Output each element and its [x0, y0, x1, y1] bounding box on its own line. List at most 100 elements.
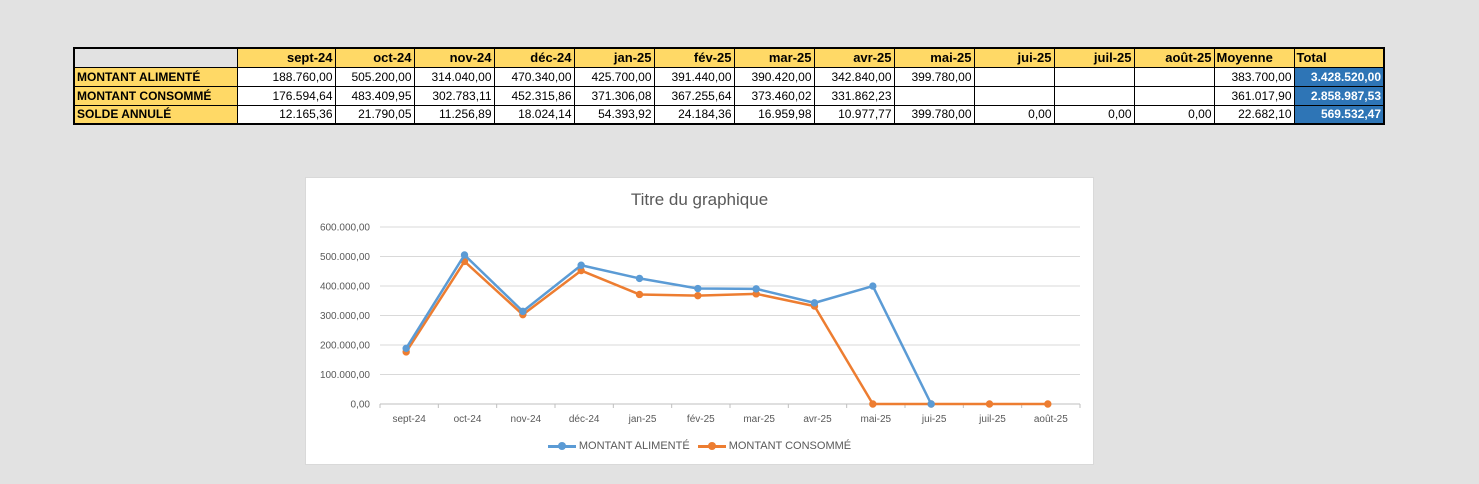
row-label[interactable]: MONTANT ALIMENTÉ: [73, 66, 238, 87]
y-tick-label: 0,00: [351, 400, 371, 411]
column-header[interactable]: juil-25: [1053, 47, 1135, 68]
y-tick-label: 400.000,00: [320, 282, 370, 293]
table-cell[interactable]: [893, 85, 975, 106]
column-header[interactable]: sept-24: [236, 47, 336, 68]
x-tick-label: juil-25: [978, 414, 1006, 425]
row-label[interactable]: SOLDE ANNULÉ: [73, 104, 238, 125]
column-header[interactable]: mai-25: [893, 47, 975, 68]
line-chart[interactable]: Titre du graphique 0,00 100.000,00 200.000…: [305, 177, 1094, 465]
summary-table: sept-24 oct-24 nov-24 déc-24 jan-25 fév-25 mar…: [73, 47, 1385, 125]
data-point: [577, 261, 585, 269]
table-cell[interactable]: [1053, 66, 1135, 87]
table-cell[interactable]: 399.780,00: [893, 66, 975, 87]
y-tick-label: 200.000,00: [320, 341, 370, 352]
column-header[interactable]: déc-24: [493, 47, 575, 68]
table-cell[interactable]: 21.790,05: [334, 104, 415, 125]
y-tick-label: 100.000,00: [320, 370, 370, 381]
data-point: [460, 251, 469, 259]
table-cell[interactable]: 0,00: [1133, 104, 1215, 125]
data-point: [519, 307, 527, 316]
data-point: [694, 284, 702, 293]
x-tick-label: jui-25: [921, 414, 947, 425]
data-point: [927, 400, 935, 408]
column-header[interactable]: Moyenne: [1213, 47, 1295, 68]
table-cell[interactable]: 12.165,36: [236, 104, 336, 125]
table-cell[interactable]: 11.256,89: [413, 104, 495, 125]
table-cell[interactable]: 314.040,00: [413, 66, 495, 87]
total-cell[interactable]: 2.858.987,53: [1293, 85, 1385, 106]
column-header[interactable]: avr-25: [813, 47, 895, 68]
series-line: [405, 253, 933, 405]
legend-marker-icon: [697, 441, 726, 451]
row-label[interactable]: MONTANT CONSOMMÉ: [73, 85, 238, 106]
legend-marker-icon: [547, 441, 576, 451]
table-cell[interactable]: 331.862,23: [813, 85, 895, 106]
x-tick-label: oct-24: [454, 414, 482, 425]
table-cell[interactable]: 452.315,86: [493, 85, 575, 106]
column-header[interactable]: jui-25: [973, 47, 1055, 68]
column-header[interactable]: mar-25: [733, 47, 815, 68]
table-cell[interactable]: 399.780,00: [893, 104, 975, 125]
column-header[interactable]: août-25: [1133, 47, 1215, 68]
data-point: [810, 299, 819, 307]
table-cell[interactable]: 483.409,95: [334, 85, 415, 106]
total-cell[interactable]: 3.428.520,00: [1293, 66, 1385, 87]
table-cell[interactable]: 342.840,00: [813, 66, 895, 87]
table-cell[interactable]: 0,00: [1053, 104, 1135, 125]
total-cell[interactable]: 569.532,47: [1293, 104, 1385, 125]
data-point: [1044, 400, 1052, 408]
table-cell[interactable]: 391.440,00: [653, 66, 735, 87]
table-row: MONTANT CONSOMMÉ 176.594,64 483.409,95 302.…: [73, 85, 1385, 106]
table-cell[interactable]: [973, 85, 1055, 106]
chart-title: Titre du graphique: [630, 190, 769, 209]
y-tick-label: 300.000,00: [320, 311, 370, 322]
data-point: [635, 290, 644, 299]
table-cell[interactable]: 383.700,00: [1213, 66, 1295, 87]
table-cell[interactable]: [1133, 66, 1215, 87]
table-row: SOLDE ANNULÉ 12.165,36 21.790,05 11.256,89 1…: [73, 104, 1385, 125]
table-cell[interactable]: 188.760,00: [236, 66, 336, 87]
table-cell[interactable]: 176.594,64: [236, 85, 336, 106]
data-point: [869, 400, 877, 408]
table-cell[interactable]: 302.783,11: [413, 85, 495, 106]
y-tick-label: 600.000,00: [320, 223, 370, 234]
data-point: [985, 400, 994, 408]
column-header[interactable]: jan-25: [573, 47, 655, 68]
table-cell[interactable]: [1133, 85, 1215, 106]
table-cell[interactable]: [973, 66, 1055, 87]
table-cell[interactable]: 54.393,92: [573, 104, 655, 125]
column-header[interactable]: fév-25: [653, 47, 735, 68]
table-cell[interactable]: 470.340,00: [493, 66, 575, 87]
x-tick-label: avr-25: [803, 414, 832, 425]
table-cell[interactable]: 0,00: [973, 104, 1055, 125]
x-tick-label: août-25: [1034, 414, 1068, 425]
table-cell[interactable]: 10.977,77: [813, 104, 895, 125]
table-cell[interactable]: [1053, 85, 1135, 106]
table-corner: [74, 48, 238, 68]
table-cell[interactable]: 16.959,98: [733, 104, 815, 125]
column-header[interactable]: nov-24: [413, 47, 495, 68]
table-cell[interactable]: 361.017,90: [1213, 85, 1295, 106]
table-cell[interactable]: 18.024,14: [493, 104, 575, 125]
table-cell[interactable]: 390.420,00: [733, 66, 815, 87]
table-cell[interactable]: 371.306,08: [573, 85, 655, 106]
table-cell[interactable]: 367.255,64: [653, 85, 735, 106]
legend-label: MONTANT ALIMENTÉ: [578, 440, 690, 452]
x-tick-label: sept-24: [392, 414, 426, 425]
y-tick-label: 500.000,00: [320, 252, 370, 263]
chart-plot: 0,00 100.000,00 200.000,00 300.000,00 400.00…: [320, 223, 1081, 425]
table-row: MONTANT ALIMENTÉ 188.760,00 505.200,00 314.…: [73, 66, 1385, 87]
column-header[interactable]: Total: [1293, 47, 1385, 68]
data-point: [752, 285, 760, 293]
data-point: [869, 282, 877, 290]
table-cell[interactable]: 24.184,36: [653, 104, 735, 125]
legend-item[interactable]: MONTANT CONSOMMÉ: [697, 440, 851, 452]
series-line: [405, 260, 1048, 406]
table-cell[interactable]: 373.460,02: [733, 85, 815, 106]
table-cell[interactable]: 505.200,00: [334, 66, 415, 87]
x-tick-label: mar-25: [743, 414, 775, 425]
legend-item[interactable]: MONTANT ALIMENTÉ: [547, 440, 690, 452]
column-header[interactable]: oct-24: [334, 47, 415, 68]
table-cell[interactable]: 22.682,10: [1213, 104, 1295, 125]
table-cell[interactable]: 425.700,00: [573, 66, 655, 87]
